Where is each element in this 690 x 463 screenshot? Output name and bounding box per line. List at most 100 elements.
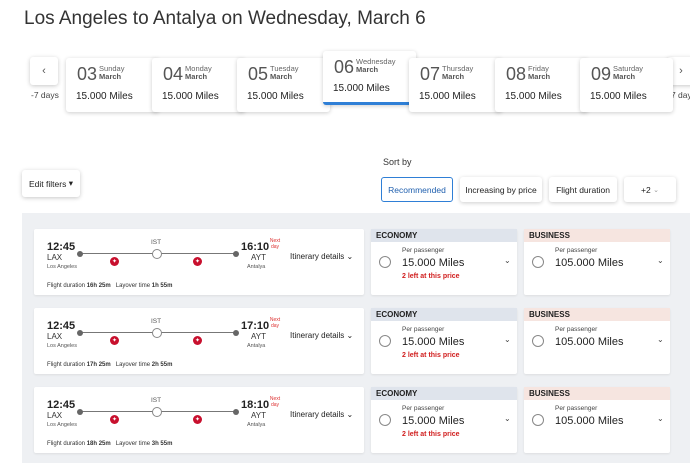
fare-class-header: ECONOMY (371, 229, 517, 242)
date-card-07[interactable]: 07 Thursday March 15.000 Miles (409, 58, 502, 112)
itinerary-details-button[interactable]: Itinerary details ⌄ (290, 252, 354, 261)
arrival-city: Antalya (247, 343, 266, 349)
seats-left-warning: 2 left at this price (402, 352, 460, 359)
date-number: 03 (77, 64, 98, 84)
date-card-06-selected[interactable]: 06 Wednesday March 15.000 Miles (323, 51, 416, 105)
seats-left-warning: 2 left at this price (402, 431, 460, 438)
date-number: 09 (591, 64, 612, 84)
airline-logo-icon: ✦ (193, 415, 202, 424)
chevron-down-icon: ⌄ (653, 186, 659, 194)
next-day-badge: Next day (269, 317, 281, 329)
date-miles: 15.000 Miles (162, 91, 219, 102)
destination-dot (233, 329, 239, 336)
fare-radio[interactable] (532, 414, 544, 426)
departure-code: LAX (47, 253, 63, 262)
date-month: March (528, 72, 551, 81)
per-passenger-label: Per passenger (402, 326, 445, 333)
economy-fare-card-1[interactable]: ECONOMY Per passenger 15.000 Miles 2 lef… (371, 229, 517, 295)
page-title: Los Angeles to Antalya on Wednesday, Mar… (24, 8, 426, 29)
chevron-down-icon[interactable]: ⌄ (657, 256, 664, 265)
fare-class-header: BUSINESS (524, 387, 670, 400)
stop-dot (152, 327, 162, 338)
arrival-city: Antalya (247, 264, 266, 270)
date-miles: 15.000 Miles (505, 91, 562, 102)
fare-radio[interactable] (532, 335, 544, 347)
flight-duration: Flight duration 18h 25m Layover time 3h … (47, 441, 173, 447)
date-card-09[interactable]: 09 Saturday March 15.000 Miles (580, 58, 673, 112)
date-weekday: Wednesday (356, 57, 396, 66)
chevron-down-icon: ⌄ (346, 331, 354, 340)
destination-dot (233, 250, 239, 257)
date-miles: 15.000 Miles (419, 91, 476, 102)
date-miles: 15.000 Miles (590, 91, 647, 102)
business-fare-card-2[interactable]: BUSINESS Per passenger 105.000 Miles ⌄ (524, 308, 670, 374)
prev-week-button[interactable]: ‹ (30, 57, 58, 85)
itinerary-details-button[interactable]: Itinerary details ⌄ (290, 331, 354, 340)
fare-radio[interactable] (379, 256, 391, 268)
date-miles: 15.000 Miles (247, 91, 304, 102)
sort-recommended-button[interactable]: Recommended (381, 177, 453, 202)
date-miles: 15.000 Miles (333, 83, 390, 94)
arrival-code: AYT (251, 332, 266, 341)
departure-time: 12:45 (47, 399, 76, 411)
date-weekday: Tuesday (270, 64, 299, 73)
flight-card-1[interactable]: 12:45 LAX Los Angeles IST ✦ ✦ 16:10 Next… (34, 229, 364, 295)
date-month: March (185, 72, 208, 81)
economy-fare-card-2[interactable]: ECONOMY Per passenger 15.000 Miles 2 lef… (371, 308, 517, 374)
chevron-down-icon[interactable]: ⌄ (504, 256, 511, 265)
date-card-08[interactable]: 08 Friday March 15.000 Miles (495, 58, 588, 112)
chevron-down-icon[interactable]: ⌄ (504, 335, 511, 344)
fare-class-header: BUSINESS (524, 229, 670, 242)
destination-dot (233, 408, 239, 415)
prev-week-label[interactable]: -7 days (31, 90, 59, 100)
sort-price-button[interactable]: Increasing by price (460, 177, 542, 202)
fare-miles: 105.000 Miles (555, 257, 624, 269)
date-weekday: Sunday (99, 64, 125, 73)
date-month: March (442, 72, 465, 81)
business-fare-card-3[interactable]: BUSINESS Per passenger 105.000 Miles ⌄ (524, 387, 670, 453)
flight-duration: Flight duration 16h 25m Layover time 1h … (47, 283, 173, 289)
chevron-right-icon: › (679, 65, 683, 77)
economy-fare-card-3[interactable]: ECONOMY Per passenger 15.000 Miles 2 lef… (371, 387, 517, 453)
arrival-code: AYT (251, 411, 266, 420)
chevron-down-icon[interactable]: ⌄ (657, 335, 664, 344)
date-card-04[interactable]: 04 Monday March 15.000 Miles (152, 58, 245, 112)
departure-city: Los Angeles (47, 422, 77, 428)
flight-duration: Flight duration 17h 25m Layover time 2h … (47, 362, 173, 368)
date-number: 05 (248, 64, 269, 84)
chevron-down-icon[interactable]: ⌄ (657, 414, 664, 423)
next-week-label[interactable]: +7 days (666, 90, 690, 100)
date-month: March (99, 72, 122, 81)
chevron-left-icon: ‹ (42, 65, 46, 77)
fare-radio[interactable] (379, 414, 391, 426)
fare-miles: 105.000 Miles (555, 336, 624, 348)
itinerary-details-button[interactable]: Itinerary details ⌄ (290, 410, 354, 419)
departure-code: LAX (47, 332, 63, 341)
date-month: March (270, 72, 293, 81)
fare-miles: 15.000 Miles (402, 415, 465, 427)
sort-duration-button[interactable]: Flight duration (549, 177, 617, 202)
sort-more-button[interactable]: +2 ⌄ (624, 177, 676, 202)
business-fare-card-1[interactable]: BUSINESS Per passenger 105.000 Miles ⌄ (524, 229, 670, 295)
flight-card-3[interactable]: 12:45 LAX Los Angeles IST ✦ ✦ 18:10 Next… (34, 387, 364, 453)
departure-time: 12:45 (47, 241, 76, 253)
per-passenger-label: Per passenger (402, 405, 445, 412)
fare-class-header: ECONOMY (371, 308, 517, 321)
date-number: 08 (506, 64, 527, 84)
airline-logo-icon: ✦ (110, 415, 119, 424)
date-card-03[interactable]: 03 Sunday March 15.000 Miles (66, 58, 159, 112)
date-weekday: Friday (528, 64, 549, 73)
arrival-code: AYT (251, 253, 266, 262)
date-card-05[interactable]: 05 Tuesday March 15.000 Miles (237, 58, 330, 112)
fare-radio[interactable] (532, 256, 544, 268)
per-passenger-label: Per passenger (402, 247, 445, 254)
flight-card-2[interactable]: 12:45 LAX Los Angeles IST ✦ ✦ 17:10 Next… (34, 308, 364, 374)
airline-logo-icon: ✦ (110, 336, 119, 345)
chevron-down-icon[interactable]: ⌄ (504, 414, 511, 423)
next-day-badge: Next day (269, 396, 281, 408)
fare-radio[interactable] (379, 335, 391, 347)
date-number: 06 (334, 57, 355, 77)
date-number: 04 (163, 64, 184, 84)
origin-dot (77, 329, 83, 336)
edit-filters-button[interactable]: Edit filters ▾ (22, 170, 80, 197)
